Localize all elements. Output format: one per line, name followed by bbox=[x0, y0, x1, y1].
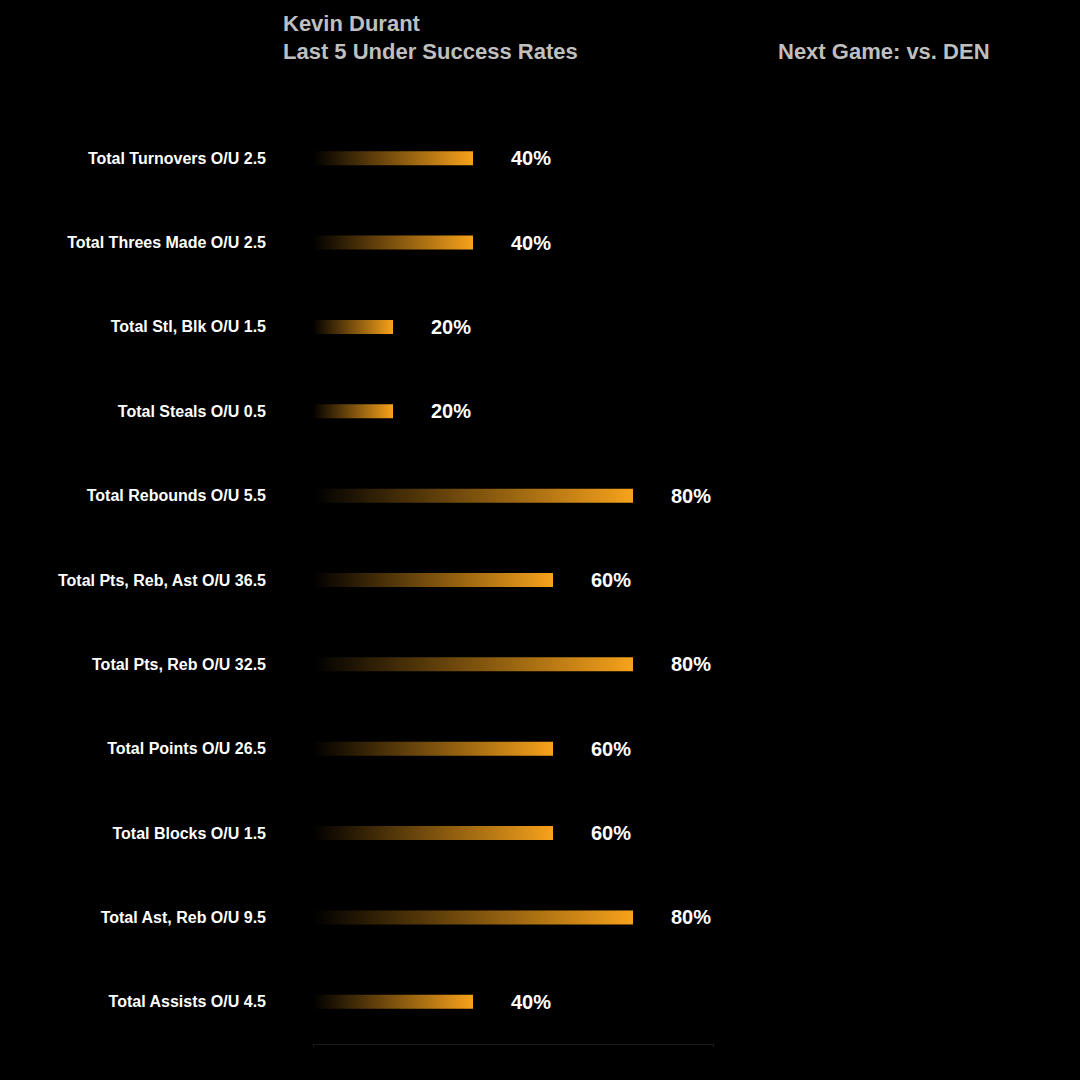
svg-text:60%: 60% bbox=[591, 822, 631, 844]
svg-text:Total Turnovers O/U 2.5: Total Turnovers O/U 2.5 bbox=[88, 150, 266, 167]
svg-text:20%: 20% bbox=[431, 316, 471, 338]
svg-text:40%: 40% bbox=[511, 147, 551, 169]
svg-text:20%: 20% bbox=[431, 400, 471, 422]
svg-text:Total Points O/U 26.5: Total Points O/U 26.5 bbox=[107, 740, 266, 757]
svg-text:Last 5 Under Success Rates: Last 5 Under Success Rates bbox=[283, 39, 578, 64]
svg-text:Total Rebounds O/U 5.5: Total Rebounds O/U 5.5 bbox=[87, 487, 266, 504]
svg-text:Total Pts, Reb O/U 32.5: Total Pts, Reb O/U 32.5 bbox=[92, 656, 266, 673]
svg-text:Total Assists O/U 4.5: Total Assists O/U 4.5 bbox=[109, 993, 266, 1010]
svg-text:40%: 40% bbox=[511, 991, 551, 1013]
svg-text:Total Stl, Blk O/U 1.5: Total Stl, Blk O/U 1.5 bbox=[111, 318, 266, 335]
svg-text:40%: 40% bbox=[511, 232, 551, 254]
svg-text:80%: 80% bbox=[671, 485, 711, 507]
svg-text:60%: 60% bbox=[591, 738, 631, 760]
svg-text:Total Steals O/U 0.5: Total Steals O/U 0.5 bbox=[118, 403, 266, 420]
svg-text:Total Threes Made O/U 2.5: Total Threes Made O/U 2.5 bbox=[67, 234, 266, 251]
svg-text:Next Game: vs. DEN: Next Game: vs. DEN bbox=[778, 39, 990, 64]
svg-text:80%: 80% bbox=[671, 906, 711, 928]
svg-text:Total Ast, Reb O/U 9.5: Total Ast, Reb O/U 9.5 bbox=[101, 909, 266, 926]
svg-text:80%: 80% bbox=[671, 653, 711, 675]
svg-text:Kevin Durant: Kevin Durant bbox=[283, 11, 421, 36]
svg-text:60%: 60% bbox=[591, 569, 631, 591]
svg-text:Total Blocks O/U 1.5: Total Blocks O/U 1.5 bbox=[112, 825, 266, 842]
svg-text:Total Pts, Reb, Ast O/U 36.5: Total Pts, Reb, Ast O/U 36.5 bbox=[58, 572, 266, 589]
